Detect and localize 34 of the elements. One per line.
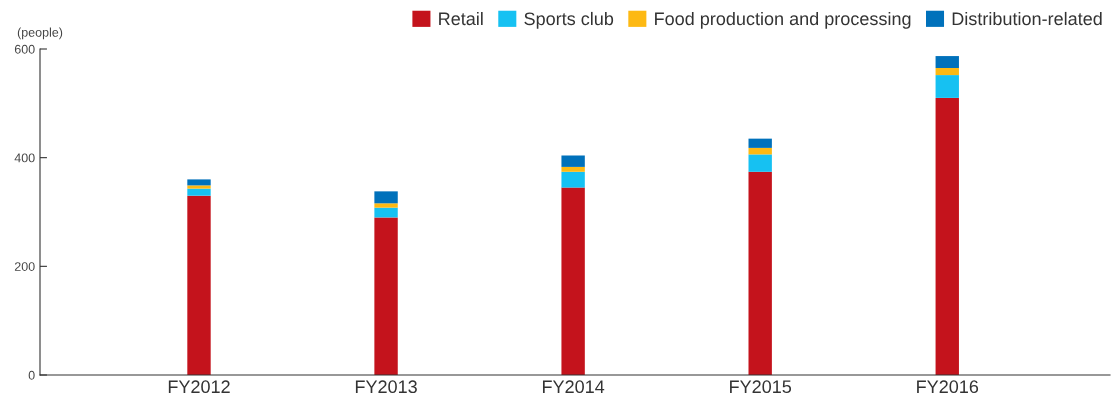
bar xyxy=(935,75,959,98)
bar xyxy=(935,56,959,69)
x-tick-label: FY2015 xyxy=(730,380,792,394)
bar xyxy=(374,203,398,208)
bar xyxy=(561,166,585,172)
x-tick-label: FY2016 xyxy=(917,380,979,394)
bar xyxy=(187,179,211,186)
bar xyxy=(935,68,959,76)
bar xyxy=(374,191,398,204)
legend-label: Distribution-related xyxy=(952,11,1102,26)
bar xyxy=(935,97,959,375)
bar xyxy=(748,147,772,155)
bar xyxy=(748,138,772,148)
x-tick-label: FY2014 xyxy=(542,380,605,394)
bar xyxy=(748,154,772,172)
y-tick-label: 200 xyxy=(14,262,35,271)
bar xyxy=(748,171,772,375)
bar xyxy=(187,195,211,375)
bar xyxy=(561,171,585,188)
bar xyxy=(561,155,585,167)
y-tick-label: 0 xyxy=(28,370,35,380)
y-tick-label: 400 xyxy=(14,153,35,163)
y-tick-label: 600 xyxy=(14,44,35,54)
legend-label: Retail xyxy=(439,11,483,26)
legend-label: Sports club xyxy=(524,11,614,29)
y-axis-title: (people) xyxy=(17,27,63,40)
x-tick-label: FY2012 xyxy=(168,380,230,394)
bar xyxy=(187,188,211,196)
bar xyxy=(374,217,398,375)
legend-label: Food production and processing xyxy=(655,11,911,29)
bar xyxy=(187,185,211,189)
bar xyxy=(561,187,585,375)
x-tick-label: FY2013 xyxy=(355,380,417,394)
bar xyxy=(374,207,398,218)
